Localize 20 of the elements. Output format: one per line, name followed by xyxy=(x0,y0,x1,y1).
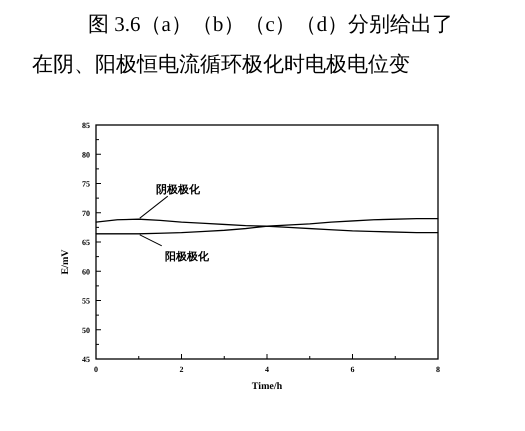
y-tick-label: 60 xyxy=(82,267,90,276)
caption: 图 3.6（a）（b）（c）（d）分别给出了 xyxy=(88,12,454,36)
y-axis-title: E/mV xyxy=(60,248,71,274)
x-tick-label: 6 xyxy=(350,365,354,374)
text: 在阴、阳极恒电流循环极化时电极电位变 xyxy=(32,52,410,76)
y-tick-label: 75 xyxy=(82,180,90,188)
y-tick-label: 50 xyxy=(82,326,90,335)
y-tick-label: 45 xyxy=(82,355,90,364)
x-tick-label: 2 xyxy=(180,365,184,374)
y-tick-label: 80 xyxy=(82,150,90,160)
x-tick-label: 0 xyxy=(94,365,98,374)
x-tick-label: 4 xyxy=(265,365,269,374)
series-label: 阳极极化 xyxy=(164,250,209,263)
y-tick-label: 70 xyxy=(82,208,90,218)
x-tick-label: 8 xyxy=(436,365,440,374)
y-tick-label: 85 xyxy=(82,121,90,130)
x-axis-title: Time/h xyxy=(252,381,283,392)
series-label: 阴极极化 xyxy=(156,184,200,196)
y-tick-label: 65 xyxy=(82,238,90,247)
y-tick-label: 55 xyxy=(82,296,90,306)
